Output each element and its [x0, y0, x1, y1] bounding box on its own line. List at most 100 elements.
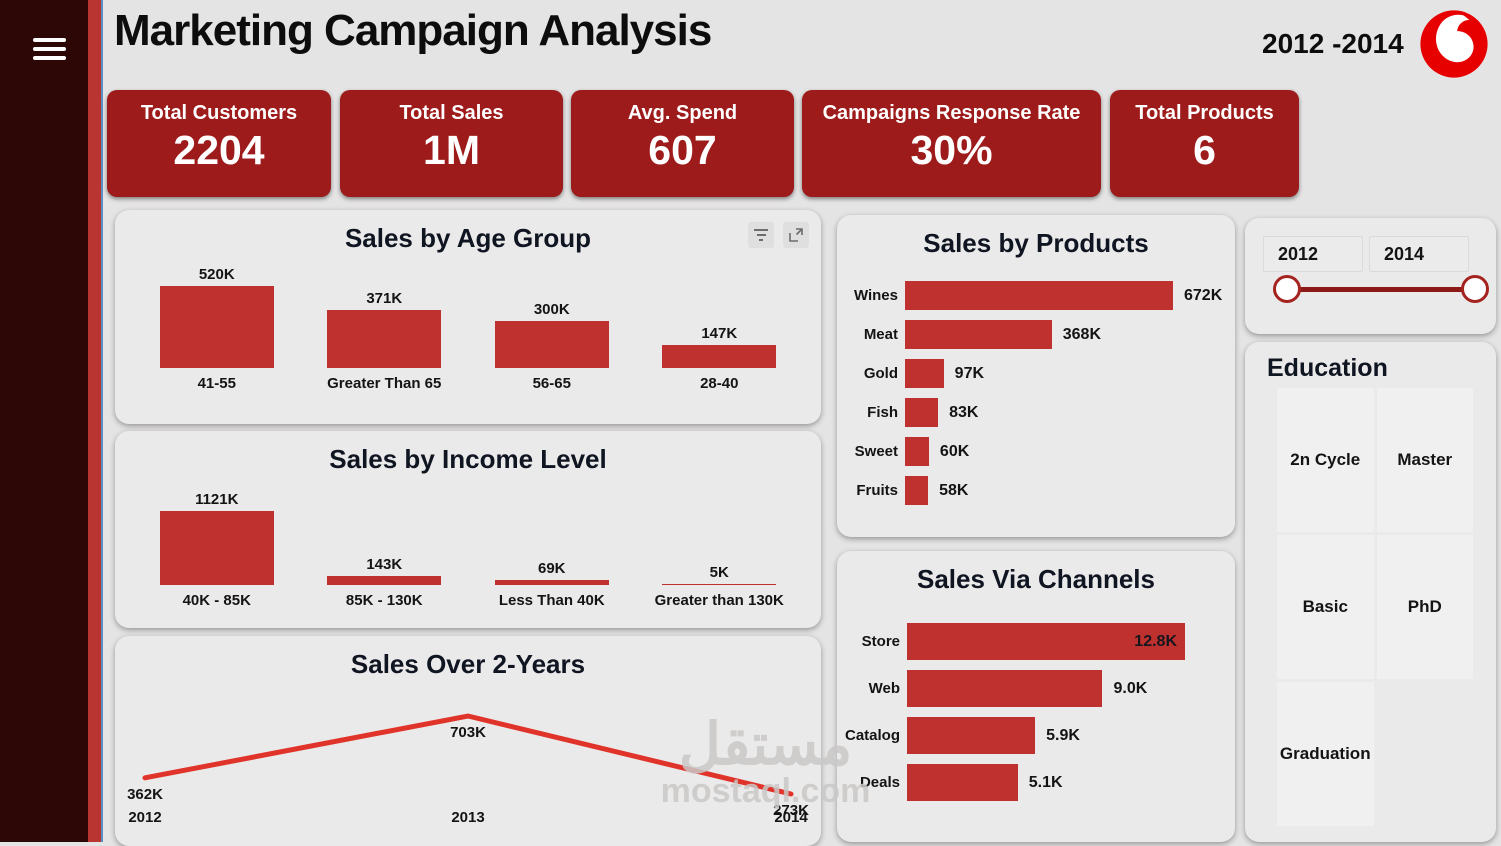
- axis-label-2014: 2014: [774, 809, 808, 826]
- category-label: 41-55: [197, 375, 236, 392]
- value-label: 1121K: [195, 491, 239, 508]
- row-Meat: Meat 368K: [849, 320, 1229, 349]
- bar-Greater than 130K[interactable]: [662, 583, 777, 585]
- category-label: Fish: [867, 404, 898, 421]
- kpi-card-1[interactable]: Total Sales 1M: [340, 90, 563, 197]
- row-Fruits: Fruits 58K: [849, 476, 1229, 505]
- value-label: 5.1K: [1028, 773, 1063, 791]
- slider-handle-left[interactable]: [1273, 275, 1301, 303]
- kpi-label: Campaigns Response Rate: [822, 102, 1081, 124]
- category-label: Catalog: [845, 727, 901, 744]
- income-chart-plot: 1121K 40K - 85K 143K 85K - 130K 69K Less Than…: [133, 491, 803, 609]
- row-Gold: Gold 97K: [849, 359, 1229, 388]
- education-cell-2n-cycle[interactable]: 2n Cycle: [1277, 388, 1374, 532]
- filter-icon[interactable]: [748, 222, 774, 248]
- value-label: 69K: [537, 560, 566, 578]
- sidebar: [0, 0, 88, 842]
- column-40K - 85K: 1121K 40K - 85K: [136, 491, 298, 609]
- bar-Wines[interactable]: [905, 281, 1173, 310]
- line-chart-plot: 362K 2012 703K 2013 273K 2014: [115, 691, 821, 841]
- bar-Meat[interactable]: [905, 320, 1052, 349]
- slider-handle-right[interactable]: [1461, 275, 1489, 303]
- channels-chart-title: Sales Via Channels: [917, 564, 1155, 594]
- slicer-end-value[interactable]: 2014: [1369, 236, 1469, 272]
- column-28-40: 147K 28-40: [638, 325, 800, 392]
- row-Web: Web 9.0K: [845, 670, 1229, 707]
- category-label: Sweet: [854, 443, 898, 460]
- value-label: 60K: [939, 442, 970, 460]
- value-label: 58K: [939, 481, 969, 499]
- bar-Deals[interactable]: [907, 764, 1018, 801]
- value-label: 371K: [366, 289, 403, 307]
- kpi-value: 1M: [423, 127, 480, 173]
- year-slider-track[interactable]: [1289, 287, 1479, 292]
- age-chart-plot: 520K 41-55 371K Greater Than 65 300K 56-65 147…: [133, 266, 803, 392]
- focus-mode-icon[interactable]: [783, 222, 809, 248]
- card-sales-via-channels: Sales Via Channels Store 12.8K Web 9.0K Cata…: [837, 551, 1235, 842]
- bar-Web[interactable]: [907, 670, 1103, 707]
- axis-label-2013: 2013: [451, 809, 485, 826]
- category-label: Greater Than 65: [327, 375, 442, 392]
- value-label: 300K: [533, 300, 570, 318]
- row-Deals: Deals 5.1K: [845, 764, 1229, 801]
- value-label: 368K: [1062, 325, 1101, 343]
- kpi-label: Total Products: [1135, 102, 1274, 124]
- column-56-65: 300K 56-65: [471, 301, 633, 392]
- menu-icon[interactable]: [33, 38, 66, 63]
- card-education: Education 2n Cycle Master Basic PhD Graduati…: [1245, 342, 1496, 842]
- sales-trend-line: [142, 713, 794, 797]
- period-label: 2012 -2014: [1262, 28, 1404, 59]
- value-label: 143K: [366, 555, 403, 573]
- bar-41-55[interactable]: [159, 286, 274, 368]
- kpi-card-4[interactable]: Total Products 6: [1110, 90, 1299, 197]
- category-label: 40K - 85K: [182, 592, 251, 609]
- category-label: 56-65: [532, 375, 571, 392]
- bar-40K - 85K[interactable]: [159, 511, 274, 585]
- kpi-value: 2204: [173, 127, 265, 173]
- education-cell-phd[interactable]: PhD: [1376, 535, 1473, 679]
- value-label: 362K: [127, 785, 163, 803]
- bar-Sweet[interactable]: [905, 437, 929, 466]
- column-Greater Than 65: 371K Greater Than 65: [303, 290, 465, 393]
- bar-Fruits[interactable]: [905, 476, 929, 505]
- value-label: 83K: [949, 403, 979, 421]
- kpi-card-0[interactable]: Total Customers 2204: [107, 90, 331, 197]
- card-sales-by-products: Sales by Products Wines 672K Meat 368K Gold 9…: [837, 215, 1235, 537]
- bar-Catalog[interactable]: [907, 717, 1036, 754]
- value-label: 273K: [773, 802, 809, 819]
- bar-56-65[interactable]: [494, 320, 609, 368]
- category-label: Meat: [863, 326, 898, 343]
- income-chart-title: Sales by Income Level: [329, 444, 607, 474]
- slicer-start-value[interactable]: 2012: [1263, 236, 1363, 272]
- row-Wines: Wines 672K: [849, 281, 1229, 310]
- bar-Less Than 40K[interactable]: [494, 580, 609, 585]
- education-cell-basic[interactable]: Basic: [1277, 535, 1374, 679]
- value-label: 703K: [450, 724, 486, 741]
- education-treemap: 2n Cycle Master Basic PhD Graduation: [1277, 388, 1473, 826]
- category-label: Fruits: [856, 482, 898, 499]
- education-cell-graduation[interactable]: Graduation: [1277, 682, 1374, 826]
- vodafone-logo-icon: [1419, 9, 1489, 79]
- bar-85K - 130K[interactable]: [327, 575, 442, 585]
- education-cell-master[interactable]: Master: [1376, 388, 1473, 532]
- kpi-card-2[interactable]: Avg. Spend 607: [571, 90, 794, 197]
- category-label: Deals: [859, 774, 900, 791]
- kpi-value: 30%: [910, 127, 993, 173]
- products-chart-title: Sales by Products: [923, 228, 1149, 258]
- card-year-slicer: 2012 2014: [1245, 218, 1496, 334]
- sidebar-accent-stripe: [88, 0, 101, 842]
- category-label: Less Than 40K: [498, 592, 605, 609]
- column-41-55: 520K 41-55: [136, 266, 298, 392]
- row-Store: Store 12.8K: [845, 623, 1229, 660]
- kpi-card-3[interactable]: Campaigns Response Rate 30%: [802, 90, 1101, 197]
- bar-28-40[interactable]: [662, 344, 777, 368]
- column-Less Than 40K: 69K Less Than 40K: [471, 560, 633, 609]
- bar-Store[interactable]: 12.8K: [907, 623, 1185, 660]
- kpi-value: 607: [648, 127, 717, 173]
- bar-Fish[interactable]: [905, 398, 939, 427]
- kpi-label: Total Customers: [140, 102, 298, 124]
- card-sales-over-2-years: Sales Over 2-Years 362K 2012 703K 2013 273K 2…: [115, 636, 821, 846]
- bar-Gold[interactable]: [905, 359, 944, 388]
- axis-label-2012: 2012: [128, 809, 162, 826]
- bar-Greater Than 65[interactable]: [327, 309, 442, 368]
